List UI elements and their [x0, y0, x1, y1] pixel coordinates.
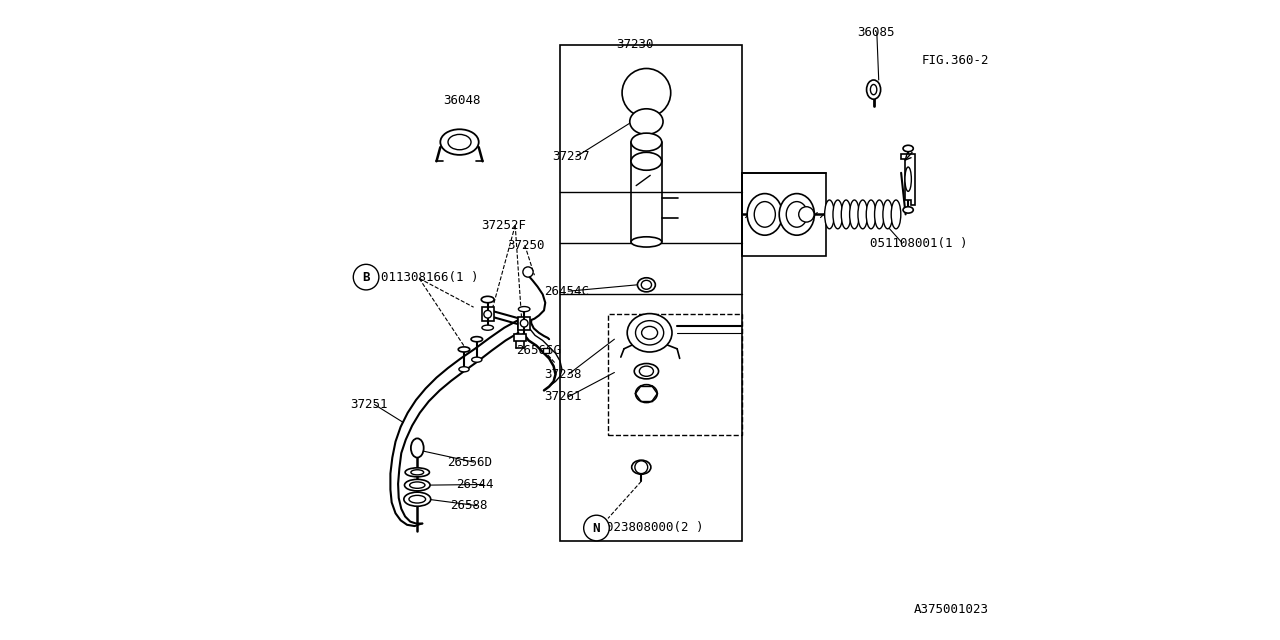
Text: A375001023: A375001023 — [914, 603, 989, 616]
Text: 26588: 26588 — [451, 499, 488, 512]
Ellipse shape — [448, 134, 471, 150]
Ellipse shape — [404, 479, 430, 491]
Ellipse shape — [858, 200, 868, 228]
Bar — [742, 173, 826, 256]
Text: 37261: 37261 — [544, 390, 581, 403]
Bar — [608, 314, 742, 435]
Ellipse shape — [867, 80, 881, 99]
Ellipse shape — [780, 193, 814, 236]
Text: 37252F: 37252F — [481, 219, 526, 232]
Ellipse shape — [635, 321, 664, 345]
Ellipse shape — [471, 337, 483, 342]
Ellipse shape — [411, 470, 424, 475]
Ellipse shape — [870, 84, 877, 95]
Ellipse shape — [518, 307, 530, 312]
Ellipse shape — [635, 385, 658, 403]
Ellipse shape — [637, 278, 655, 292]
Text: 36085: 36085 — [858, 26, 895, 38]
Bar — [543, 348, 549, 353]
Circle shape — [353, 264, 379, 290]
Ellipse shape — [786, 202, 808, 227]
Ellipse shape — [748, 193, 782, 236]
Text: N: N — [593, 522, 600, 534]
Text: 37238: 37238 — [544, 368, 581, 381]
Text: B: B — [362, 271, 370, 284]
Bar — [518, 317, 530, 330]
Bar — [483, 307, 494, 321]
Text: FIG.360-2: FIG.360-2 — [922, 54, 989, 67]
Bar — [561, 45, 742, 541]
Text: 26454C: 26454C — [544, 285, 589, 298]
Text: 37250: 37250 — [507, 239, 545, 252]
Ellipse shape — [641, 326, 658, 339]
Ellipse shape — [483, 325, 494, 330]
Ellipse shape — [883, 200, 892, 228]
Ellipse shape — [627, 314, 672, 352]
Ellipse shape — [904, 207, 914, 213]
Circle shape — [622, 68, 671, 117]
Polygon shape — [901, 154, 915, 205]
Ellipse shape — [458, 347, 470, 352]
Ellipse shape — [472, 357, 483, 362]
Ellipse shape — [841, 200, 851, 228]
Ellipse shape — [754, 202, 776, 227]
Ellipse shape — [631, 237, 662, 247]
Circle shape — [584, 515, 609, 541]
Ellipse shape — [833, 200, 842, 228]
Circle shape — [799, 207, 814, 222]
Ellipse shape — [440, 129, 479, 155]
Ellipse shape — [631, 460, 652, 474]
Ellipse shape — [631, 152, 662, 170]
Ellipse shape — [824, 200, 835, 228]
Ellipse shape — [410, 482, 425, 488]
Ellipse shape — [630, 109, 663, 134]
Ellipse shape — [867, 200, 876, 228]
Ellipse shape — [460, 367, 470, 372]
Ellipse shape — [410, 495, 425, 503]
Text: 26556D: 26556D — [447, 456, 492, 468]
Text: 011308166(1 ): 011308166(1 ) — [381, 271, 479, 284]
Ellipse shape — [640, 366, 653, 376]
Text: 051108001(1 ): 051108001(1 ) — [870, 237, 968, 250]
Circle shape — [520, 319, 529, 327]
Ellipse shape — [631, 133, 662, 151]
Text: 023808000(2 ): 023808000(2 ) — [607, 522, 704, 534]
Text: 37237: 37237 — [553, 150, 590, 163]
Text: 26544: 26544 — [457, 478, 494, 491]
Ellipse shape — [891, 200, 901, 228]
Circle shape — [524, 267, 534, 277]
Text: 26566G: 26566G — [517, 344, 562, 357]
Bar — [513, 334, 526, 341]
Ellipse shape — [635, 364, 658, 379]
Text: 37230: 37230 — [616, 38, 654, 51]
Ellipse shape — [411, 438, 424, 458]
Ellipse shape — [874, 200, 884, 228]
Ellipse shape — [905, 167, 911, 191]
Text: 36048: 36048 — [444, 94, 481, 107]
Ellipse shape — [904, 145, 914, 152]
Ellipse shape — [641, 280, 652, 289]
Ellipse shape — [850, 200, 859, 228]
Circle shape — [635, 461, 648, 474]
Ellipse shape — [404, 492, 430, 506]
Ellipse shape — [404, 468, 430, 477]
Circle shape — [484, 310, 492, 318]
Text: 37251: 37251 — [351, 398, 388, 411]
Ellipse shape — [481, 296, 494, 303]
